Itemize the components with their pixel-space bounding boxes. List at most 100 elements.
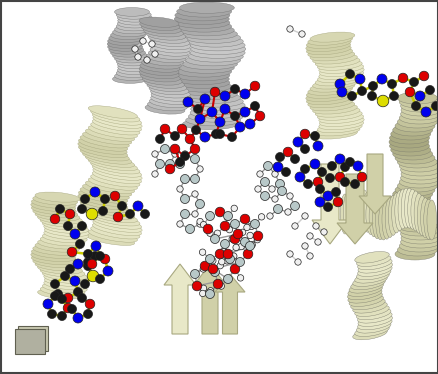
Circle shape	[215, 129, 224, 138]
Circle shape	[200, 221, 206, 228]
Circle shape	[95, 275, 104, 283]
Ellipse shape	[80, 148, 129, 161]
Ellipse shape	[40, 236, 85, 246]
Circle shape	[195, 199, 204, 208]
Circle shape	[200, 94, 209, 104]
Ellipse shape	[44, 226, 89, 237]
Ellipse shape	[174, 10, 230, 21]
Circle shape	[263, 162, 272, 171]
Ellipse shape	[188, 51, 243, 62]
Circle shape	[233, 244, 239, 251]
Circle shape	[334, 154, 344, 164]
Circle shape	[224, 214, 230, 221]
Circle shape	[65, 264, 74, 273]
Ellipse shape	[149, 98, 189, 108]
Ellipse shape	[107, 40, 142, 48]
Ellipse shape	[390, 208, 430, 220]
Circle shape	[194, 114, 205, 124]
Circle shape	[85, 299, 95, 309]
Ellipse shape	[88, 229, 137, 242]
Ellipse shape	[318, 113, 363, 123]
Circle shape	[219, 248, 226, 255]
Circle shape	[78, 294, 86, 303]
Polygon shape	[358, 154, 390, 214]
Ellipse shape	[394, 216, 434, 228]
Circle shape	[235, 258, 244, 267]
Circle shape	[113, 212, 123, 222]
Circle shape	[134, 54, 141, 60]
Ellipse shape	[117, 13, 152, 22]
Ellipse shape	[42, 283, 87, 293]
Circle shape	[190, 175, 199, 184]
Circle shape	[155, 159, 164, 169]
Ellipse shape	[346, 190, 356, 230]
Circle shape	[300, 129, 309, 139]
Ellipse shape	[80, 135, 129, 148]
Circle shape	[298, 31, 304, 37]
Ellipse shape	[80, 200, 129, 213]
Circle shape	[210, 267, 219, 276]
Circle shape	[64, 221, 72, 230]
Circle shape	[196, 166, 203, 172]
Circle shape	[418, 71, 428, 81]
Ellipse shape	[107, 43, 142, 51]
Ellipse shape	[312, 104, 357, 114]
Circle shape	[199, 290, 205, 297]
Ellipse shape	[42, 220, 87, 230]
Circle shape	[340, 178, 349, 187]
Ellipse shape	[392, 124, 432, 136]
Ellipse shape	[352, 301, 386, 313]
Ellipse shape	[191, 103, 245, 114]
Circle shape	[177, 221, 183, 227]
Circle shape	[277, 187, 286, 196]
Ellipse shape	[318, 120, 363, 130]
Ellipse shape	[110, 48, 145, 57]
Ellipse shape	[117, 60, 152, 69]
Ellipse shape	[82, 151, 131, 164]
Ellipse shape	[38, 214, 82, 224]
Ellipse shape	[116, 10, 151, 19]
Ellipse shape	[44, 230, 88, 240]
Circle shape	[90, 187, 100, 197]
Ellipse shape	[317, 110, 361, 120]
Circle shape	[357, 86, 366, 95]
Circle shape	[409, 77, 417, 86]
Ellipse shape	[305, 91, 350, 102]
Ellipse shape	[354, 305, 389, 316]
Ellipse shape	[318, 70, 363, 80]
Ellipse shape	[399, 164, 438, 176]
Circle shape	[91, 241, 101, 251]
Circle shape	[294, 259, 300, 265]
Ellipse shape	[116, 22, 151, 31]
Circle shape	[160, 124, 170, 134]
Ellipse shape	[179, 85, 234, 96]
Ellipse shape	[398, 176, 438, 188]
Ellipse shape	[356, 255, 390, 266]
Circle shape	[336, 87, 346, 97]
Circle shape	[73, 313, 83, 323]
Circle shape	[152, 171, 158, 177]
Circle shape	[131, 46, 138, 52]
Ellipse shape	[350, 298, 385, 310]
Circle shape	[306, 253, 312, 259]
Ellipse shape	[82, 132, 131, 145]
Ellipse shape	[141, 59, 181, 69]
Ellipse shape	[400, 104, 438, 116]
Ellipse shape	[398, 224, 438, 236]
Circle shape	[420, 107, 430, 117]
Ellipse shape	[348, 295, 383, 306]
Circle shape	[214, 230, 220, 236]
Ellipse shape	[396, 156, 436, 168]
Circle shape	[350, 180, 359, 188]
Circle shape	[317, 168, 326, 177]
Circle shape	[272, 162, 283, 172]
Ellipse shape	[91, 226, 140, 239]
Ellipse shape	[371, 199, 381, 239]
Circle shape	[240, 214, 249, 224]
Circle shape	[98, 206, 107, 215]
Ellipse shape	[93, 116, 142, 129]
Ellipse shape	[190, 99, 244, 111]
Ellipse shape	[374, 200, 384, 240]
Circle shape	[327, 162, 336, 171]
Circle shape	[67, 304, 76, 313]
